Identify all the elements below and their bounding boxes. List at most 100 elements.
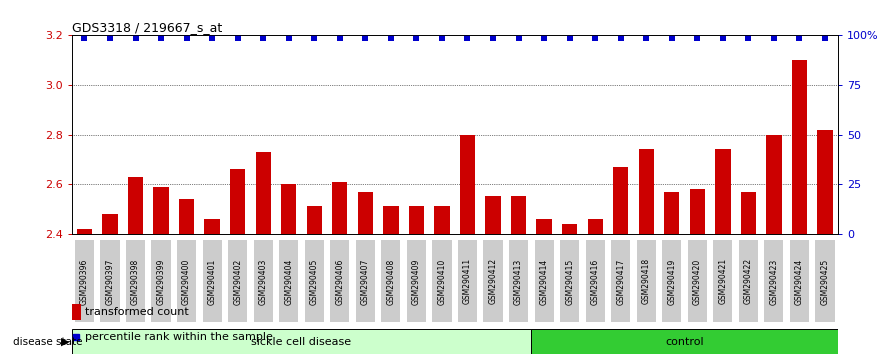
Bar xyxy=(306,206,322,234)
FancyBboxPatch shape xyxy=(560,240,579,321)
FancyBboxPatch shape xyxy=(75,240,94,321)
FancyBboxPatch shape xyxy=(586,240,605,321)
Text: percentile rank within the sample: percentile rank within the sample xyxy=(85,332,273,342)
Text: GSM290420: GSM290420 xyxy=(693,258,702,304)
Text: GSM290399: GSM290399 xyxy=(157,258,166,305)
Text: GSM290410: GSM290410 xyxy=(437,258,446,304)
Bar xyxy=(230,169,246,234)
Bar xyxy=(153,187,168,234)
Bar xyxy=(72,329,531,354)
Text: GSM290405: GSM290405 xyxy=(310,258,319,305)
Text: GSM290408: GSM290408 xyxy=(386,258,395,304)
Bar xyxy=(613,167,628,234)
Text: GSM290424: GSM290424 xyxy=(795,258,804,304)
FancyBboxPatch shape xyxy=(535,240,554,321)
Bar xyxy=(332,182,348,234)
Bar xyxy=(537,219,552,234)
Bar xyxy=(281,184,297,234)
Bar xyxy=(435,206,450,234)
Text: GSM290423: GSM290423 xyxy=(770,258,779,304)
Bar xyxy=(409,206,424,234)
Text: disease state: disease state xyxy=(13,337,83,347)
Bar xyxy=(766,135,781,234)
FancyBboxPatch shape xyxy=(177,240,196,321)
Text: GSM290396: GSM290396 xyxy=(80,258,89,305)
Text: GSM290406: GSM290406 xyxy=(335,258,344,305)
Text: ▶: ▶ xyxy=(61,337,69,347)
FancyBboxPatch shape xyxy=(764,240,783,321)
FancyBboxPatch shape xyxy=(637,240,656,321)
FancyBboxPatch shape xyxy=(688,240,707,321)
FancyBboxPatch shape xyxy=(790,240,809,321)
Text: GSM290400: GSM290400 xyxy=(182,258,191,305)
FancyBboxPatch shape xyxy=(484,240,503,321)
Text: GSM290404: GSM290404 xyxy=(284,258,293,305)
FancyBboxPatch shape xyxy=(151,240,170,321)
Text: GSM290421: GSM290421 xyxy=(719,258,728,304)
Bar xyxy=(255,152,271,234)
FancyBboxPatch shape xyxy=(305,240,323,321)
FancyBboxPatch shape xyxy=(458,240,477,321)
Text: transformed count: transformed count xyxy=(85,307,189,318)
FancyBboxPatch shape xyxy=(100,240,119,321)
FancyBboxPatch shape xyxy=(433,240,452,321)
Text: GSM290414: GSM290414 xyxy=(539,258,548,304)
Bar xyxy=(690,189,705,234)
FancyBboxPatch shape xyxy=(407,240,426,321)
FancyBboxPatch shape xyxy=(356,240,375,321)
Text: control: control xyxy=(665,337,704,347)
Text: GSM290401: GSM290401 xyxy=(208,258,217,304)
Bar xyxy=(77,229,92,234)
Bar xyxy=(741,192,756,234)
FancyBboxPatch shape xyxy=(611,240,630,321)
Bar xyxy=(562,224,577,234)
Text: GSM290419: GSM290419 xyxy=(668,258,676,304)
FancyBboxPatch shape xyxy=(815,240,834,321)
Bar xyxy=(639,149,654,234)
Text: GSM290402: GSM290402 xyxy=(233,258,242,304)
FancyBboxPatch shape xyxy=(331,240,349,321)
Text: GSM290422: GSM290422 xyxy=(744,258,753,304)
Text: GSM290409: GSM290409 xyxy=(412,258,421,305)
FancyBboxPatch shape xyxy=(713,240,732,321)
Bar xyxy=(817,130,832,234)
Text: GDS3318 / 219667_s_at: GDS3318 / 219667_s_at xyxy=(72,21,222,34)
Text: GSM290413: GSM290413 xyxy=(514,258,523,304)
Text: GSM290403: GSM290403 xyxy=(259,258,268,305)
Bar xyxy=(664,192,679,234)
FancyBboxPatch shape xyxy=(228,240,247,321)
Bar xyxy=(128,177,143,234)
Text: GSM290418: GSM290418 xyxy=(642,258,650,304)
Bar xyxy=(486,196,501,234)
Text: GSM290412: GSM290412 xyxy=(488,258,497,304)
Text: GSM290397: GSM290397 xyxy=(106,258,115,305)
Bar xyxy=(72,304,82,320)
FancyBboxPatch shape xyxy=(662,240,681,321)
Bar xyxy=(460,135,475,234)
Bar xyxy=(204,219,220,234)
Bar xyxy=(179,199,194,234)
Bar xyxy=(383,206,399,234)
Text: GSM290411: GSM290411 xyxy=(463,258,472,304)
FancyBboxPatch shape xyxy=(126,240,145,321)
FancyBboxPatch shape xyxy=(280,240,298,321)
FancyBboxPatch shape xyxy=(509,240,528,321)
Bar xyxy=(588,219,603,234)
FancyBboxPatch shape xyxy=(202,240,221,321)
Text: GSM290417: GSM290417 xyxy=(616,258,625,304)
Text: GSM290415: GSM290415 xyxy=(565,258,574,304)
Text: sickle cell disease: sickle cell disease xyxy=(252,337,351,347)
Text: GSM290407: GSM290407 xyxy=(361,258,370,305)
Bar xyxy=(511,196,526,234)
Bar xyxy=(792,60,807,234)
FancyBboxPatch shape xyxy=(382,240,401,321)
Text: GSM290425: GSM290425 xyxy=(821,258,830,304)
Text: GSM290398: GSM290398 xyxy=(131,258,140,304)
Bar xyxy=(531,329,838,354)
Text: GSM290416: GSM290416 xyxy=(590,258,599,304)
Bar xyxy=(715,149,730,234)
FancyBboxPatch shape xyxy=(254,240,272,321)
Bar xyxy=(102,214,117,234)
Bar xyxy=(358,192,373,234)
FancyBboxPatch shape xyxy=(739,240,758,321)
